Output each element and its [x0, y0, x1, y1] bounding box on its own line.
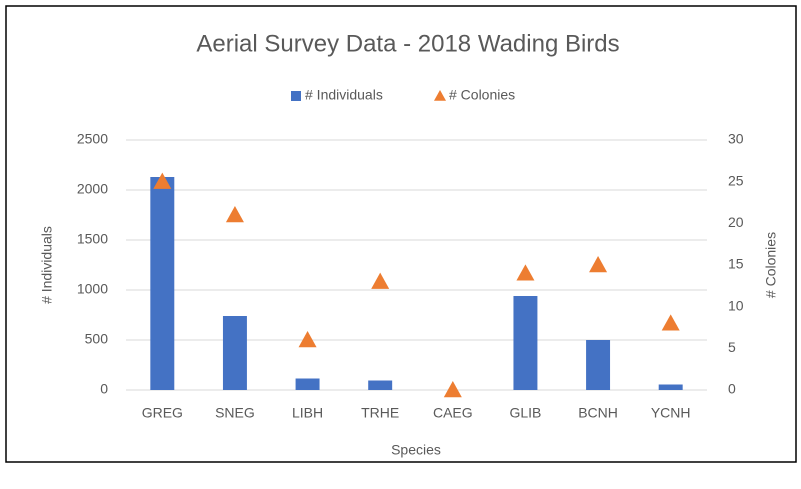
x-tick-label: LIBH — [292, 405, 323, 421]
y-tick-label: 500 — [85, 331, 109, 347]
x-tick-label: GLIB — [509, 405, 541, 421]
x-tick-label: YCNH — [651, 405, 691, 421]
y-axis-title: # Individuals — [39, 226, 55, 304]
y-tick-label: 2500 — [77, 131, 108, 147]
bar — [368, 380, 393, 390]
marker — [661, 314, 680, 331]
x-tick-label: CAEG — [433, 405, 473, 421]
x-tick-label: BCNH — [578, 405, 618, 421]
bar — [586, 340, 611, 390]
marker — [153, 172, 172, 189]
y2-tick-label: 20 — [728, 214, 744, 230]
legend-label: # Individuals — [305, 87, 383, 103]
marker — [298, 331, 317, 348]
y2-tick-label: 15 — [728, 256, 744, 272]
x-tick-label: TRHE — [361, 405, 399, 421]
marker — [443, 381, 462, 398]
legend-swatch — [291, 91, 301, 101]
x-tick-label: GREG — [142, 405, 183, 421]
marker — [225, 206, 244, 223]
marker — [371, 272, 390, 289]
bar — [295, 378, 320, 390]
y-tick-label: 2000 — [77, 181, 108, 197]
marker — [516, 264, 535, 281]
chart-title: Aerial Survey Data - 2018 Wading Birds — [196, 30, 619, 57]
bar — [222, 316, 247, 390]
y2-tick-label: 0 — [728, 381, 736, 397]
y-tick-label: 1500 — [77, 231, 108, 247]
frame — [5, 5, 797, 463]
bar — [150, 177, 175, 390]
legend-label: # Colonies — [449, 87, 515, 103]
y2-axis-title: # Colonies — [763, 232, 779, 298]
x-tick-label: SNEG — [215, 405, 255, 421]
x-axis-title: Species — [391, 442, 441, 458]
y-tick-label: 0 — [100, 381, 108, 397]
y2-tick-label: 30 — [728, 131, 744, 147]
y-tick-label: 1000 — [77, 281, 108, 297]
y2-tick-label: 5 — [728, 339, 736, 355]
bar — [658, 384, 683, 390]
marker — [589, 256, 608, 273]
bar — [513, 296, 538, 390]
legend-swatch — [434, 90, 446, 101]
y2-tick-label: 25 — [728, 172, 744, 188]
y2-tick-label: 10 — [728, 297, 744, 313]
